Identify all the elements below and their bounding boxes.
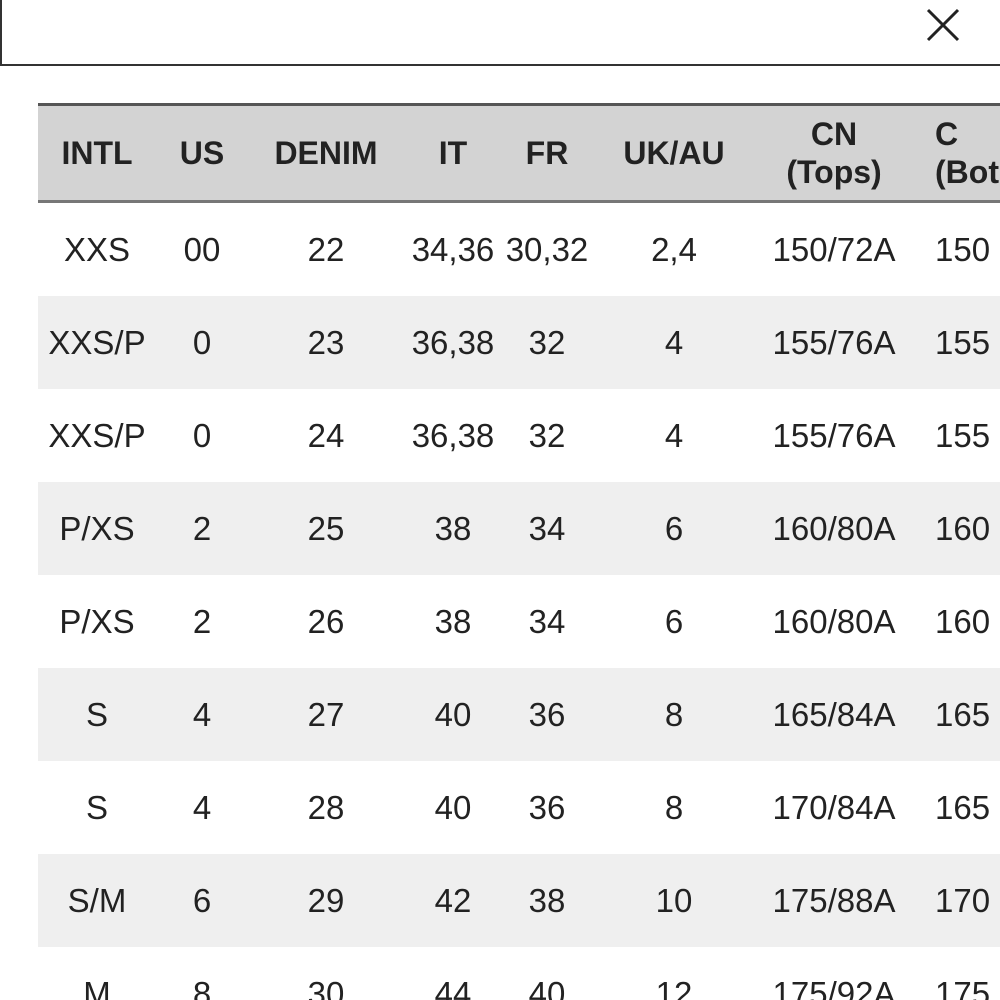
- table-cell: 24: [307, 416, 345, 454]
- table-cell: 6: [192, 881, 212, 919]
- table-cell: 42: [434, 881, 472, 919]
- table-row: S/M 6 29 42 38 10 175/88A 170: [38, 854, 1000, 947]
- column-header: IT: [438, 135, 468, 171]
- table-cell: 10: [655, 881, 693, 919]
- table-cell: 165/84A: [772, 695, 896, 733]
- table-row: P/XS 2 26 38 34 6 160/80A 160: [38, 575, 1000, 668]
- table-row: S 4 28 40 36 8 170/84A 165: [38, 761, 1000, 854]
- table-cell: 00: [183, 230, 221, 268]
- column-header: INTL: [61, 135, 133, 171]
- table-row: XXS 00 22 34,36 30,32 2,4 150/72A 150: [38, 203, 1000, 296]
- table-cell: 160: [935, 602, 991, 640]
- table-cell: P/XS: [59, 602, 135, 640]
- table-cell: 29: [307, 881, 345, 919]
- close-button[interactable]: [922, 2, 966, 46]
- table-cell: M: [83, 974, 111, 1000]
- table-cell: 36: [528, 788, 566, 826]
- table-cell: 38: [434, 602, 472, 640]
- table-cell: 2: [192, 509, 212, 547]
- table-cell: 36,38: [411, 416, 495, 454]
- table-cell: 6: [664, 509, 684, 547]
- table-cell: 4: [664, 323, 684, 361]
- table-cell: 22: [307, 230, 345, 268]
- table-cell: 175/88A: [772, 881, 896, 919]
- table-row: S 4 27 40 36 8 165/84A 165: [38, 668, 1000, 761]
- table-cell: 170/84A: [772, 788, 896, 826]
- table-cell: 44: [434, 974, 472, 1000]
- table-cell: S/M: [67, 881, 127, 919]
- table-cell: 34: [528, 509, 566, 547]
- table-cell: 36,38: [411, 323, 495, 361]
- table-cell: 28: [307, 788, 345, 826]
- table-cell: S: [85, 695, 108, 733]
- table-cell: 0: [192, 323, 212, 361]
- table-cell: 160/80A: [772, 602, 896, 640]
- table-row: M 8 30 44 40 12 175/92A 175: [38, 947, 1000, 1000]
- column-header: US: [179, 135, 225, 171]
- table-cell: 2: [192, 602, 212, 640]
- table-cell: 32: [528, 416, 566, 454]
- table-cell: 30,32: [505, 230, 589, 268]
- table-cell: 155: [935, 323, 991, 361]
- column-header: UK/AU: [623, 135, 725, 171]
- table-cell: 23: [307, 323, 345, 361]
- table-row: P/XS 2 25 38 34 6 160/80A 160: [38, 482, 1000, 575]
- table-cell: S: [85, 788, 108, 826]
- table-cell: 155: [935, 416, 991, 454]
- table-cell: 4: [664, 416, 684, 454]
- table-cell: XXS/P: [48, 416, 146, 454]
- table-cell: 8: [664, 695, 684, 733]
- table-cell: 25: [307, 509, 345, 547]
- table-cell: 150/72A: [772, 230, 896, 268]
- table-cell: XXS: [63, 230, 131, 268]
- table-cell: 6: [664, 602, 684, 640]
- size-table: INTL US DENIM IT FR UK/AU CN (Tops) C (Bot XXS 0…: [38, 103, 1000, 1000]
- table-cell: 165: [935, 788, 991, 826]
- table-cell: 40: [528, 974, 566, 1000]
- table-cell: 40: [434, 695, 472, 733]
- table-cell: 170: [935, 881, 991, 919]
- table-cell: 32: [528, 323, 566, 361]
- table-cell: 30: [307, 974, 345, 1000]
- column-header: CN (Tops): [786, 116, 882, 190]
- table-cell: 27: [307, 695, 345, 733]
- table-row: XXS/P 0 24 36,38 32 4 155/76A 155: [38, 389, 1000, 482]
- table-cell: 150: [935, 230, 991, 268]
- column-header: FR: [525, 135, 569, 171]
- table-header: INTL US DENIM IT FR UK/AU CN (Tops) C (Bot: [38, 103, 1000, 203]
- table-cell: 160/80A: [772, 509, 896, 547]
- table-cell: XXS/P: [48, 323, 146, 361]
- table-cell: 2,4: [651, 230, 697, 268]
- table-cell: 38: [434, 509, 472, 547]
- table-cell: 8: [664, 788, 684, 826]
- table-cell: 26: [307, 602, 345, 640]
- table-cell: 175: [935, 974, 991, 1000]
- modal-header: [0, 0, 1000, 66]
- table-cell: 34: [528, 602, 566, 640]
- column-header: DENIM: [274, 135, 378, 171]
- column-header: C (Bot: [935, 116, 999, 190]
- table-cell: 34,36: [411, 230, 495, 268]
- table-cell: 36: [528, 695, 566, 733]
- table-cell: 160: [935, 509, 991, 547]
- table-cell: 12: [655, 974, 693, 1000]
- table-cell: 4: [192, 695, 212, 733]
- table-cell: 4: [192, 788, 212, 826]
- table-cell: 38: [528, 881, 566, 919]
- table-cell: 0: [192, 416, 212, 454]
- table-cell: 155/76A: [772, 416, 896, 454]
- table-cell: 165: [935, 695, 991, 733]
- table-cell: 155/76A: [772, 323, 896, 361]
- table-cell: 175/92A: [772, 974, 896, 1000]
- table-cell: 40: [434, 788, 472, 826]
- table-row: XXS/P 0 23 36,38 32 4 155/76A 155: [38, 296, 1000, 389]
- table-cell: 8: [192, 974, 212, 1000]
- table-cell: P/XS: [59, 509, 135, 547]
